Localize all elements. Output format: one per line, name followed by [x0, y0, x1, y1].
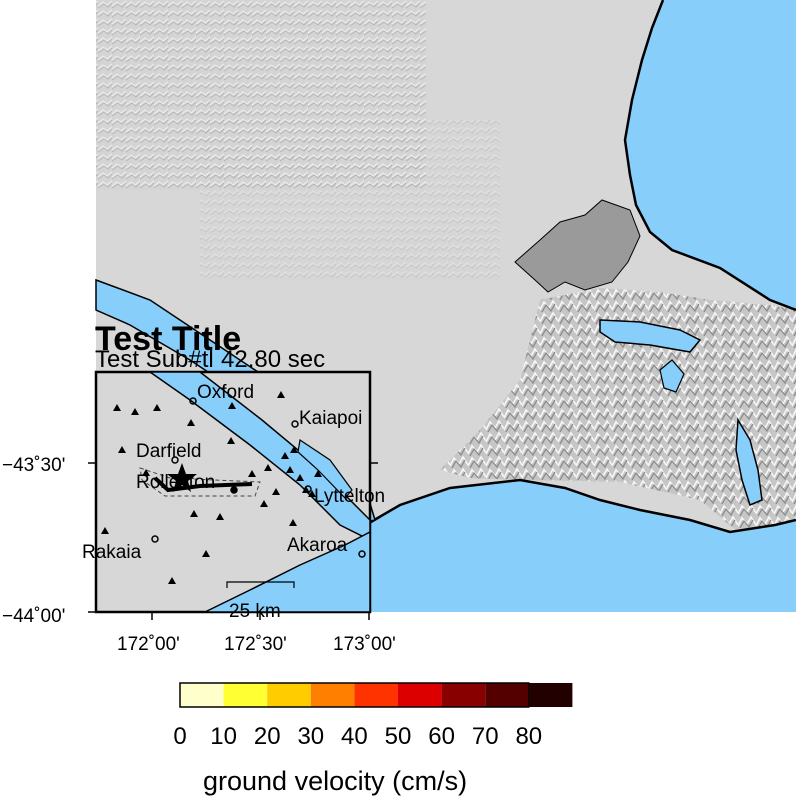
place-label-oxford: Oxford — [197, 382, 254, 403]
colorbar-tick-label: 70 — [472, 723, 499, 750]
akaroa-harbour — [735, 417, 763, 507]
coastline — [623, 0, 796, 312]
pacific-ocean — [200, 0, 796, 612]
time-label: 42.80 sec — [221, 346, 325, 373]
lon-tick-label: 172˚00' — [117, 634, 180, 655]
colorbar: 0 10 20 30 40 50 60 70 80 — [173, 682, 573, 750]
town-markers — [151, 397, 366, 558]
colorbar-swatch — [180, 683, 224, 707]
peninsula-inlet — [659, 359, 685, 393]
colorbar-overflow-arrow — [528, 683, 545, 707]
lyttelton-harbour — [599, 319, 702, 353]
place-label-darfield: Darfield — [136, 441, 201, 462]
colorbar-title: ground velocity (cm/s) — [203, 766, 467, 796]
colorbar-tick-label: 40 — [341, 723, 368, 750]
colorbar-tick-label: 0 — [173, 723, 186, 750]
colorbar-swatch — [223, 683, 268, 707]
place-label-kaiapoi: Kaiapoi — [299, 408, 362, 429]
lon-tick-label: 173˚00' — [333, 634, 396, 655]
colorbar-swatch — [354, 683, 398, 707]
place-label-rakaia: Rakaia — [82, 542, 142, 563]
inset-sea — [204, 530, 371, 613]
plains-texture — [200, 120, 500, 280]
colorbar-swatch — [441, 683, 486, 707]
inset-lake — [297, 438, 353, 499]
epicenter-star-icon — [167, 463, 197, 492]
lon-tick-label: 172˚30' — [224, 634, 287, 655]
station-markers — [101, 391, 322, 584]
christchurch-urban-area — [514, 199, 641, 293]
banks-peninsula-hills — [440, 288, 796, 612]
place-label-rolleston: Rolleston — [136, 472, 215, 493]
colorbar-tick-label: 20 — [254, 723, 281, 750]
fault-trace — [153, 476, 253, 493]
lat-tick-label: −44˚00' — [2, 606, 65, 627]
colorbar-swatch — [398, 683, 442, 707]
lat-tick-label: −43˚30' — [2, 455, 65, 476]
colorbar-tick-label: 30 — [297, 723, 324, 750]
fault-outline — [139, 467, 261, 497]
colorbar-tick-label: 50 — [385, 723, 412, 750]
colorbar-swatch — [485, 683, 529, 707]
scale-bar — [226, 581, 295, 588]
colorbar-swatch — [267, 683, 311, 707]
colorbar-tick-label: 80 — [515, 723, 542, 750]
axis-ticks — [88, 462, 378, 620]
map-subtitle: Test Sub#tl — [95, 346, 214, 373]
place-label-akaroa: Akaroa — [287, 535, 348, 556]
colorbar-tick-label: 60 — [428, 723, 455, 750]
colorbar-swatch — [310, 683, 355, 707]
place-label-lyttelton: Lyttelton — [314, 486, 385, 507]
map-title: Test Title — [95, 320, 241, 358]
scale-bar-label: 25 km — [229, 601, 281, 622]
colorbar-tick-label: 10 — [210, 723, 237, 750]
